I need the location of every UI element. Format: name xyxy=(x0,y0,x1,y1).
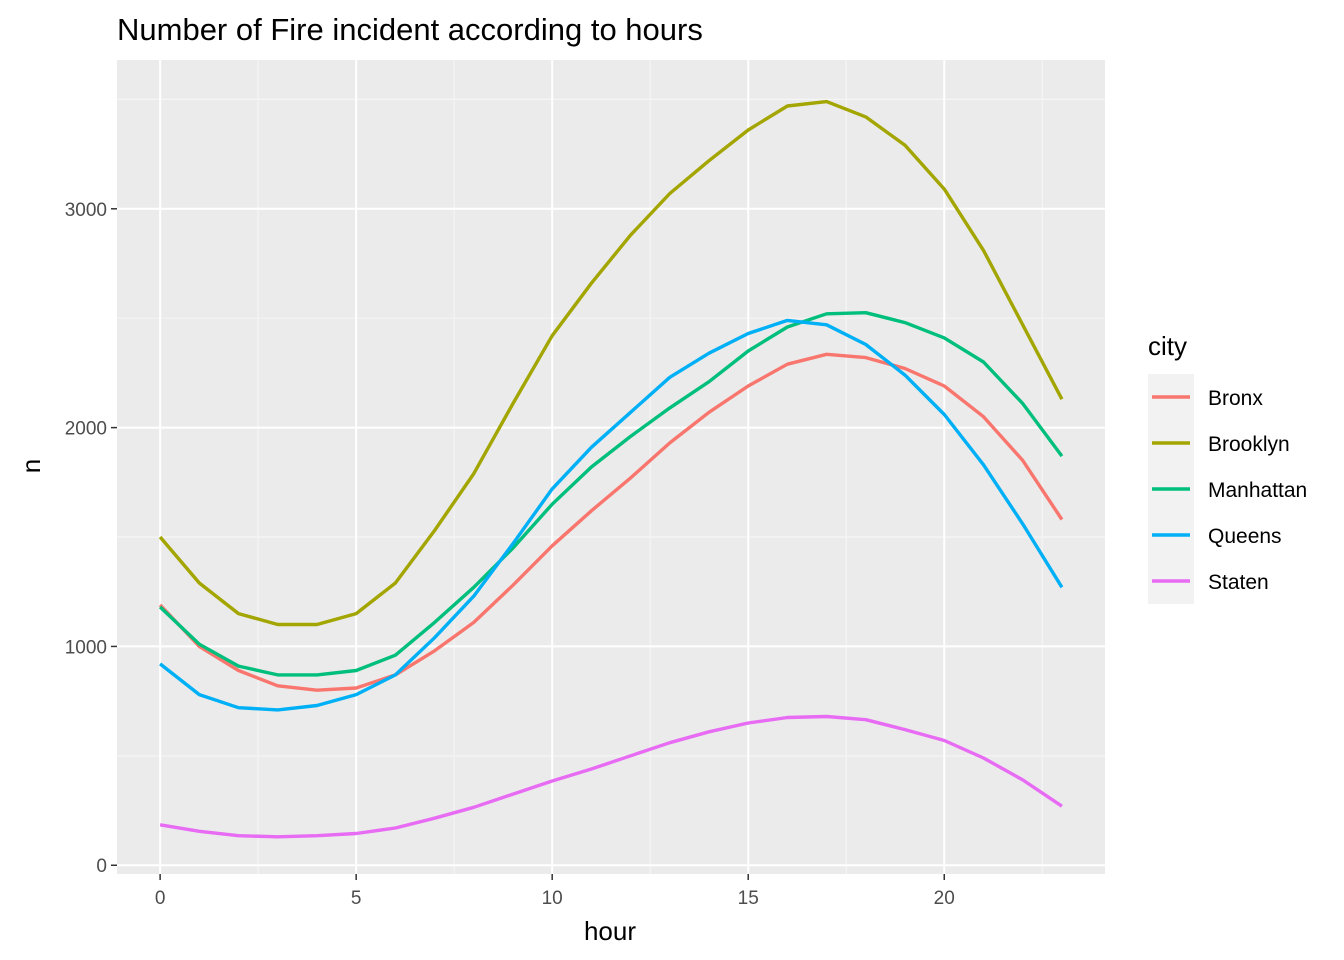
legend-label-brooklyn: Brooklyn xyxy=(1208,433,1290,456)
x-axis: 0 5 10 15 20 xyxy=(155,874,955,909)
y-tick-label: 0 xyxy=(96,856,107,877)
x-tick-label: 20 xyxy=(934,888,955,909)
series-line-queens xyxy=(159,318,1064,712)
x-tick-label: 5 xyxy=(351,888,362,909)
series-line-manhattan xyxy=(158,311,1064,677)
chart-title: Number of Fire incident according to hou… xyxy=(117,12,703,47)
x-tick-label: 0 xyxy=(155,888,166,909)
minor-gridlines xyxy=(117,60,1105,874)
legend-label-manhattan: Manhattan xyxy=(1208,479,1307,502)
series-lines xyxy=(158,99,1064,839)
y-tick-label: 2000 xyxy=(65,419,107,440)
y-axis: 0 1000 2000 3000 xyxy=(65,200,117,877)
legend: city Bronx Brooklyn Manhattan Queens Staten xyxy=(1148,331,1307,604)
series-line-brooklyn xyxy=(158,99,1064,627)
plot-panel xyxy=(117,60,1105,874)
y-tick-label: 3000 xyxy=(65,200,107,221)
y-tick-label: 1000 xyxy=(65,637,107,658)
legend-label-staten: Staten xyxy=(1208,571,1269,594)
series-line-staten xyxy=(159,714,1063,839)
y-axis-title: n xyxy=(16,459,46,473)
legend-title: city xyxy=(1148,331,1187,361)
legend-label-bronx: Bronx xyxy=(1208,387,1263,410)
legend-label-queens: Queens xyxy=(1208,525,1282,548)
x-tick-label: 10 xyxy=(542,888,563,909)
x-tick-label: 15 xyxy=(738,888,759,909)
series-line-bronx xyxy=(158,352,1064,692)
x-axis-title: hour xyxy=(584,916,636,946)
